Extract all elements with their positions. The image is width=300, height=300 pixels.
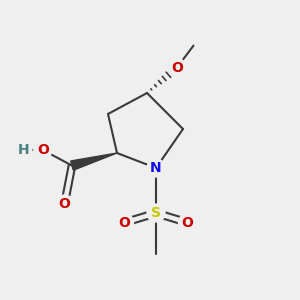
Circle shape [56,195,74,213]
Text: O: O [118,216,130,230]
Circle shape [15,142,32,158]
Text: O: O [171,61,183,74]
Text: O: O [182,216,194,230]
Text: N: N [150,161,162,175]
Text: S: S [151,206,161,220]
Circle shape [178,214,196,232]
Circle shape [34,141,52,159]
Circle shape [147,159,165,177]
Text: O: O [58,197,70,211]
Circle shape [147,204,165,222]
Text: O: O [37,143,49,157]
Circle shape [168,58,186,76]
Text: H: H [18,143,29,157]
Circle shape [116,214,134,232]
Polygon shape [71,153,117,170]
